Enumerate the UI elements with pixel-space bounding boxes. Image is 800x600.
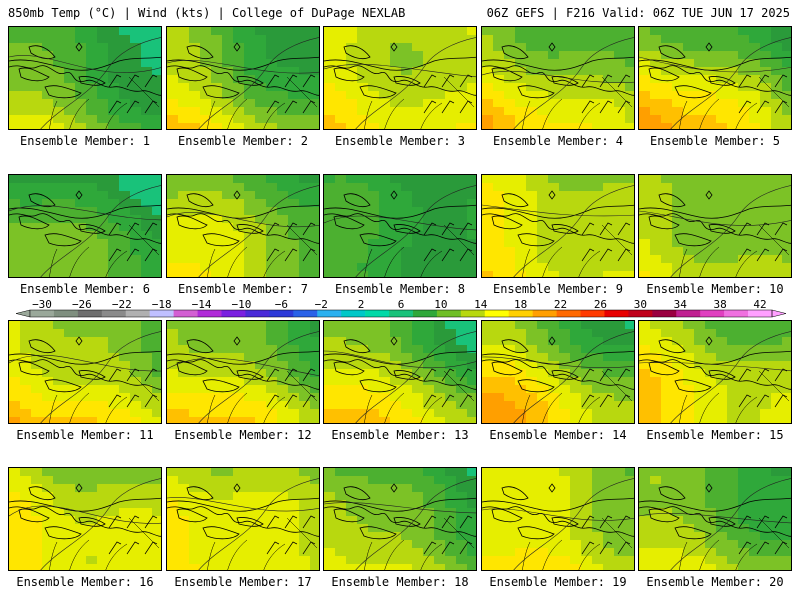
- colorbar-segment: [149, 310, 174, 317]
- colorbar-segment: [389, 310, 414, 317]
- ensemble-member-label: Ensemble Member: 6: [19, 282, 151, 296]
- ensemble-member-map: [8, 26, 162, 130]
- colorbar-tick-label: 34: [674, 300, 688, 311]
- ensemble-member-map: [638, 174, 792, 278]
- colorbar-tick-label: −6: [275, 300, 288, 311]
- ensemble-member-label: Ensemble Member: 9: [492, 282, 624, 296]
- colorbar-tick-label: −30: [32, 300, 52, 311]
- colorbar-segment: [484, 310, 510, 317]
- colorbar-tick-label: 38: [713, 300, 726, 311]
- ensemble-member-map: [323, 467, 477, 571]
- colorbar-tick-label: −22: [112, 300, 132, 311]
- ensemble-member-map: [481, 174, 635, 278]
- colorbar-segment: [293, 310, 318, 317]
- header-title: 850mb Temp (°C) | Wind (kts) | College o…: [8, 6, 406, 20]
- colorbar-tick-label: −2: [315, 300, 328, 311]
- colorbar-segment: [436, 310, 462, 317]
- ensemble-member-map: [166, 320, 320, 424]
- colorbar-segment: [269, 310, 294, 317]
- ensemble-member-map: [166, 467, 320, 571]
- colorbar-segment: [173, 310, 198, 317]
- ensemble-member-label: Ensemble Member: 3: [334, 134, 466, 148]
- colorbar-max-arrow: [771, 309, 787, 318]
- header-valid-time: 06Z GEFS | F216 Valid: 06Z TUE JUN 17 20…: [486, 6, 790, 20]
- colorbar-segment: [652, 310, 677, 317]
- ensemble-member-label: Ensemble Member: 15: [646, 428, 784, 442]
- ensemble-member-label: Ensemble Member: 20: [646, 575, 784, 589]
- colorbar-segment: [365, 310, 390, 317]
- colorbar-tick-label: 42: [753, 300, 766, 311]
- colorbar-segment: [628, 310, 653, 317]
- colorbar-segment: [221, 310, 246, 317]
- colorbar-segment: [748, 310, 773, 317]
- colorbar-segment: [317, 310, 342, 317]
- ensemble-member-map: [166, 174, 320, 278]
- ensemble-member-label: Ensemble Member: 14: [489, 428, 627, 442]
- colorbar-segment: [77, 310, 103, 317]
- ensemble-member-label: Ensemble Member: 18: [331, 575, 469, 589]
- colorbar-tick-label: 10: [434, 300, 447, 311]
- colorbar-segment: [53, 310, 79, 317]
- ensemble-member-label: Ensemble Member: 2: [177, 134, 309, 148]
- ensemble-member-label: Ensemble Member: 10: [646, 282, 784, 296]
- colorbar-segment: [676, 310, 701, 317]
- colorbar-tick-label: −10: [232, 300, 252, 311]
- colorbar-segment: [700, 310, 725, 317]
- colorbar-segment: [556, 310, 581, 317]
- ensemble-member-label: Ensemble Member: 8: [334, 282, 466, 296]
- ensemble-member-label: Ensemble Member: 5: [649, 134, 781, 148]
- colorbar-segment: [125, 310, 150, 317]
- ensemble-member-label: Ensemble Member: 4: [492, 134, 624, 148]
- colorbar-tick-label: 2: [358, 300, 365, 311]
- ensemble-member-label: Ensemble Member: 7: [177, 282, 309, 296]
- ensemble-member-label: Ensemble Member: 11: [16, 428, 154, 442]
- colorbar-segment: [101, 310, 127, 317]
- ensemble-member-map: [8, 320, 162, 424]
- ensemble-member-map: [638, 320, 792, 424]
- colorbar-segment: [245, 310, 270, 317]
- ensemble-member-label: Ensemble Member: 1: [19, 134, 151, 148]
- colorbar-tick-label: 26: [594, 300, 607, 311]
- ensemble-member-map: [481, 467, 635, 571]
- ensemble-member-map: [8, 467, 162, 571]
- colorbar-segment: [460, 310, 486, 317]
- ensemble-member-label: Ensemble Member: 19: [489, 575, 627, 589]
- ensemble-member-map: [166, 26, 320, 130]
- colorbar-tick-label: −26: [72, 300, 92, 311]
- ensemble-member-map: [638, 26, 792, 130]
- ensemble-member-map: [8, 174, 162, 278]
- ensemble-member-map: [481, 26, 635, 130]
- colorbar-segment: [412, 310, 438, 317]
- ensemble-member-label: Ensemble Member: 17: [174, 575, 312, 589]
- colorbar-segment: [604, 310, 629, 317]
- colorbar-segment: [30, 310, 55, 317]
- colorbar-tick-label: −14: [192, 300, 212, 311]
- colorbar-segment: [508, 310, 533, 317]
- ensemble-member-label: Ensemble Member: 13: [331, 428, 469, 442]
- colorbar-tick-label: 30: [634, 300, 647, 311]
- colorbar-tick-label: −18: [152, 300, 172, 311]
- colorbar-segment: [197, 310, 222, 317]
- ensemble-member-label: Ensemble Member: 16: [16, 575, 154, 589]
- ensemble-member-map: [481, 320, 635, 424]
- ensemble-member-map: [323, 174, 477, 278]
- colorbar-tick-label: 6: [398, 300, 405, 311]
- colorbar-tick-label: 18: [514, 300, 527, 311]
- colorbar-tick-label: 22: [554, 300, 567, 311]
- colorbar-min-arrow: [15, 309, 31, 318]
- ensemble-member-map: [323, 320, 477, 424]
- ensemble-member-label: Ensemble Member: 12: [174, 428, 312, 442]
- colorbar-segment: [532, 310, 557, 317]
- ensemble-member-map: [638, 467, 792, 571]
- temperature-colorbar: −30 −26 −22 −18 −14 −10 −6 −2 2 6 10 14 18 22 26 30 34 38…: [15, 300, 787, 318]
- colorbar-tick-label: 14: [474, 300, 488, 311]
- colorbar-segment: [341, 310, 366, 317]
- colorbar-segment: [580, 310, 605, 317]
- colorbar-segment: [724, 310, 749, 317]
- ensemble-member-map: [323, 26, 477, 130]
